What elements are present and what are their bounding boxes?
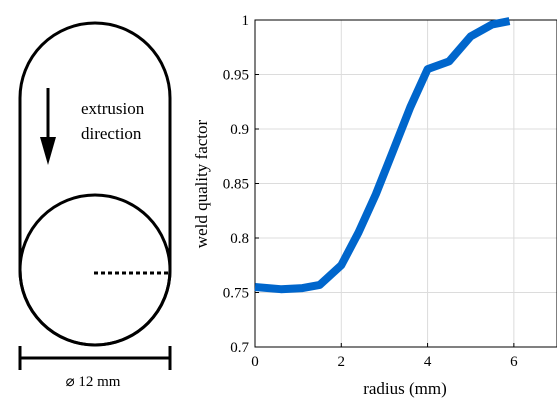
y-tick-label: 0.8 bbox=[230, 231, 249, 247]
direction-label-line1: extrusion bbox=[81, 99, 145, 118]
dimension-bar bbox=[18, 346, 172, 370]
cross-section-circle bbox=[18, 193, 172, 347]
weld-quality-series-line bbox=[254, 17, 511, 294]
x-tick-label: 6 bbox=[510, 354, 518, 370]
y-tick-label: 1 bbox=[242, 13, 250, 29]
y-tick-label: 0.9 bbox=[230, 122, 249, 138]
y-axis-ticks: 0.7 0.75 0.8 0.85 0.9 0.95 1 bbox=[223, 13, 259, 356]
extrusion-arrow bbox=[40, 88, 56, 165]
dimension-label: ⌀ 12 mm bbox=[66, 374, 121, 390]
x-axis-ticks: 0 2 4 6 bbox=[251, 343, 518, 370]
grid bbox=[254, 19, 557, 348]
y-tick-label: 0.85 bbox=[223, 177, 249, 193]
arrow-head-icon bbox=[40, 137, 56, 165]
y-axis-label: weld quality factor bbox=[192, 119, 211, 248]
x-tick-label: 0 bbox=[251, 354, 259, 370]
x-tick-label: 4 bbox=[424, 354, 432, 370]
y-tick-label: 0.7 bbox=[230, 340, 249, 356]
x-tick-label: 2 bbox=[338, 354, 346, 370]
y-tick-label: 0.95 bbox=[223, 68, 249, 84]
series-group bbox=[254, 17, 511, 294]
billet-outline bbox=[18, 21, 172, 347]
y-tick-label: 0.75 bbox=[223, 286, 249, 302]
direction-label-line2: direction bbox=[81, 124, 142, 143]
x-axis-label: radius (mm) bbox=[363, 379, 447, 398]
plot-area: 0 2 4 6 0.7 0.75 0.8 0.85 0.9 0.95 1 bbox=[223, 13, 557, 370]
billet-schematic bbox=[18, 21, 172, 347]
